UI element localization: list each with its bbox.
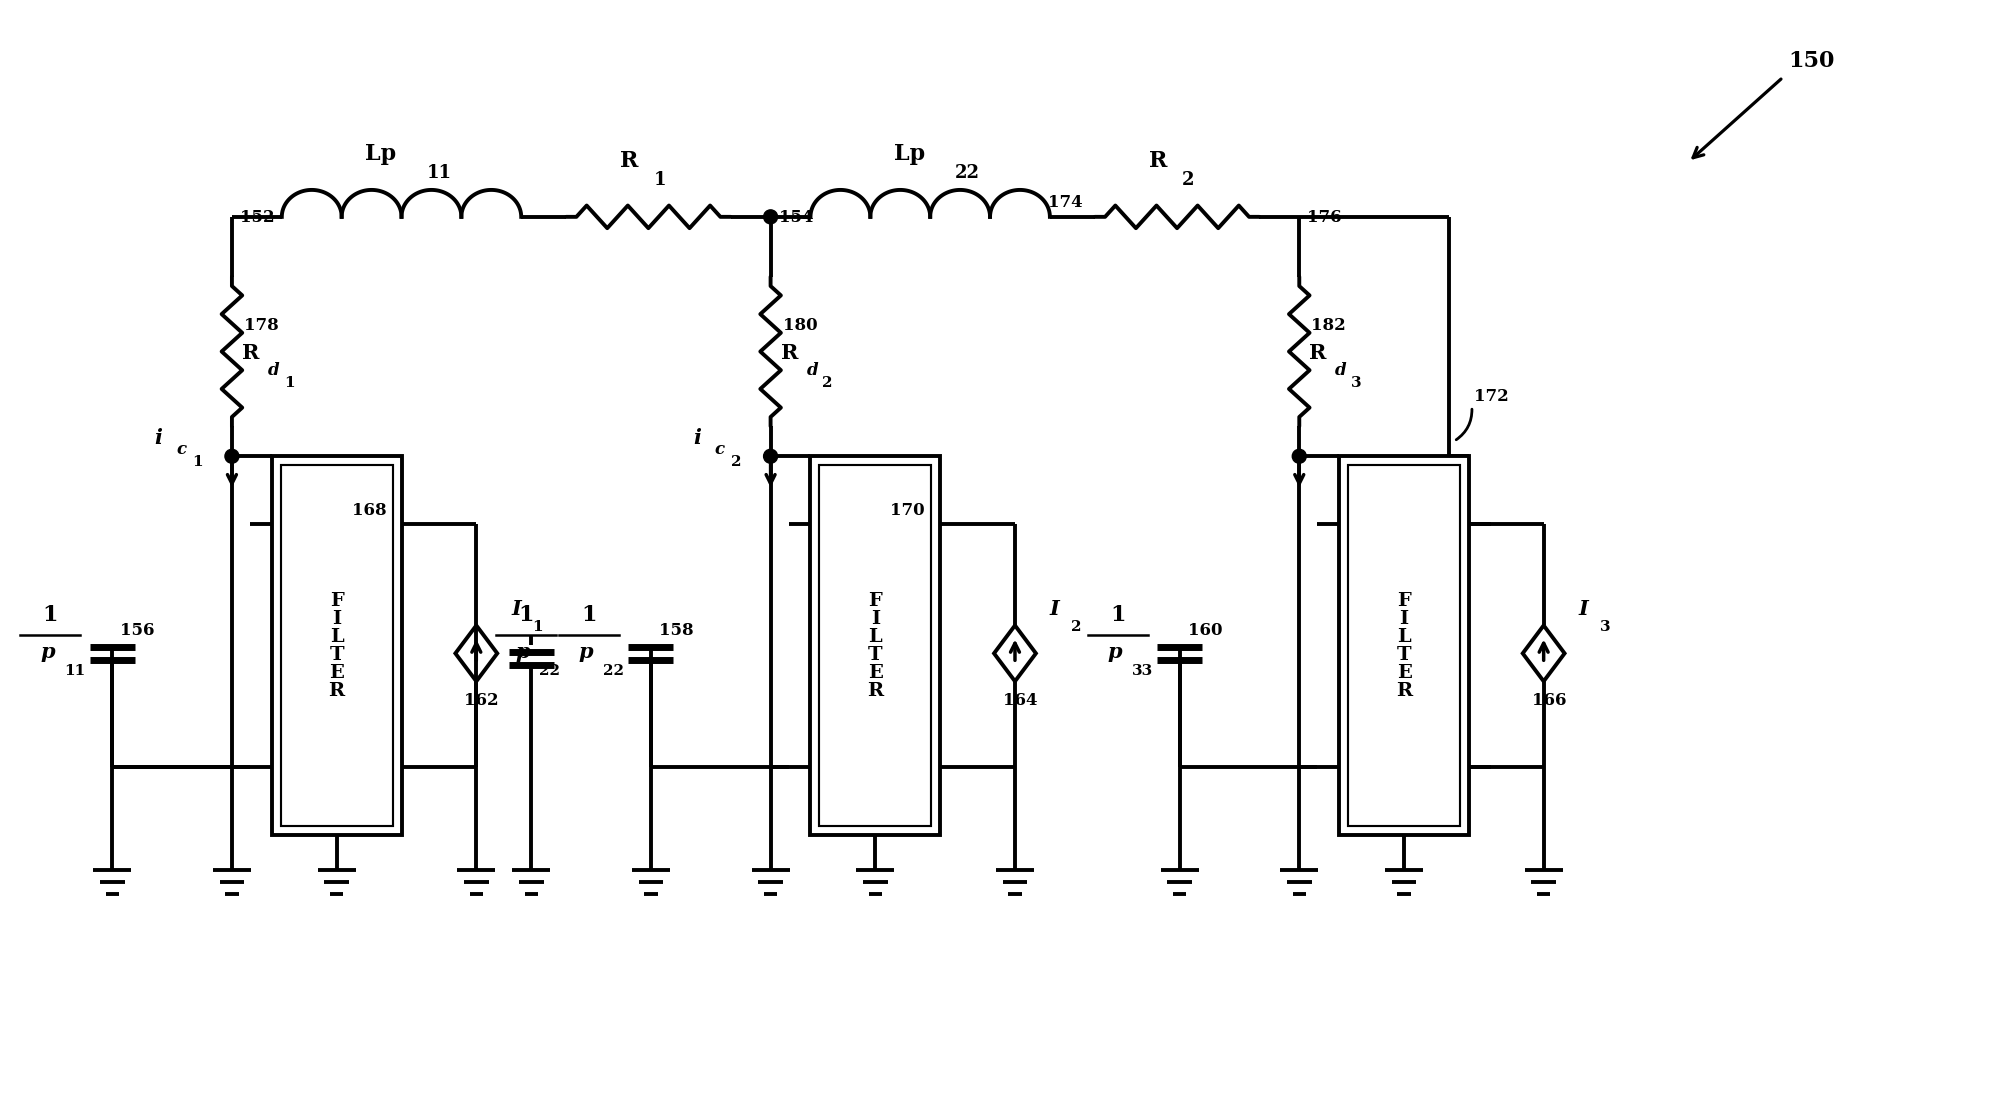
Text: 2: 2	[731, 455, 741, 469]
Text: 1: 1	[284, 376, 294, 391]
Text: F
I
L
T
E
R: F I L T E R	[328, 591, 344, 700]
FancyArrowPatch shape	[1694, 79, 1780, 157]
Text: 172: 172	[1474, 388, 1508, 405]
Text: Lp: Lp	[365, 143, 397, 165]
Text: 1: 1	[532, 620, 544, 634]
Text: I: I	[512, 599, 522, 619]
Text: 174: 174	[1047, 194, 1084, 211]
Bar	[820, 465, 930, 826]
Text: F
I
L
T
E
R: F I L T E R	[1396, 591, 1412, 700]
FancyArrowPatch shape	[1456, 410, 1472, 440]
Bar	[272, 456, 401, 835]
Text: d: d	[268, 363, 280, 379]
Text: p: p	[578, 643, 594, 663]
Text: c: c	[715, 441, 725, 459]
Text: 1: 1	[582, 605, 596, 626]
Bar	[810, 456, 941, 835]
Circle shape	[1293, 450, 1307, 463]
Text: 182: 182	[1311, 317, 1345, 334]
Text: Lp: Lp	[894, 143, 924, 165]
Text: 11: 11	[64, 664, 87, 679]
Bar	[280, 465, 393, 826]
Text: I: I	[1049, 599, 1059, 619]
Text: 166: 166	[1533, 692, 1567, 710]
Text: I: I	[1579, 599, 1589, 619]
Text: R: R	[1309, 344, 1327, 364]
Text: 22: 22	[602, 664, 624, 679]
Text: 2: 2	[1182, 171, 1194, 189]
Text: p: p	[516, 643, 530, 663]
Text: 33: 33	[1132, 664, 1152, 679]
Text: R: R	[1148, 150, 1166, 172]
Text: i: i	[693, 429, 701, 449]
Text: 1: 1	[653, 171, 667, 189]
Circle shape	[763, 210, 777, 224]
Text: 11: 11	[427, 164, 451, 182]
Text: 22: 22	[540, 664, 560, 679]
Text: 1: 1	[42, 605, 58, 626]
Text: R: R	[242, 344, 260, 364]
Text: R: R	[781, 344, 798, 364]
Text: 1: 1	[191, 455, 203, 469]
Text: 2: 2	[1071, 620, 1082, 634]
Text: 152: 152	[240, 209, 274, 225]
Text: 150: 150	[1788, 50, 1835, 73]
Text: p: p	[1108, 643, 1122, 663]
Circle shape	[226, 450, 240, 463]
Bar	[1339, 456, 1468, 835]
Text: 156: 156	[121, 623, 155, 639]
Text: 168: 168	[352, 501, 387, 519]
Text: F
I
L
T
E
R: F I L T E R	[868, 591, 884, 700]
Text: 3: 3	[1599, 620, 1609, 634]
Text: 22: 22	[955, 164, 981, 182]
Text: 170: 170	[890, 501, 924, 519]
Text: 154: 154	[779, 209, 814, 225]
Text: 162: 162	[465, 692, 499, 710]
Text: 1: 1	[518, 605, 534, 626]
Text: c: c	[175, 441, 185, 459]
Bar	[1347, 465, 1460, 826]
Text: d: d	[806, 363, 818, 379]
Text: 158: 158	[659, 623, 693, 639]
Text: d: d	[1335, 363, 1347, 379]
Text: 3: 3	[1351, 376, 1361, 391]
Text: 180: 180	[783, 317, 818, 334]
Text: 1: 1	[1110, 605, 1126, 626]
Text: p: p	[40, 643, 54, 663]
Text: 164: 164	[1003, 692, 1037, 710]
Text: 178: 178	[244, 317, 278, 334]
Text: 176: 176	[1307, 209, 1341, 225]
Text: R: R	[620, 150, 638, 172]
Circle shape	[763, 450, 777, 463]
Text: i: i	[155, 429, 161, 449]
Text: 2: 2	[822, 376, 834, 391]
Text: 160: 160	[1188, 623, 1222, 639]
